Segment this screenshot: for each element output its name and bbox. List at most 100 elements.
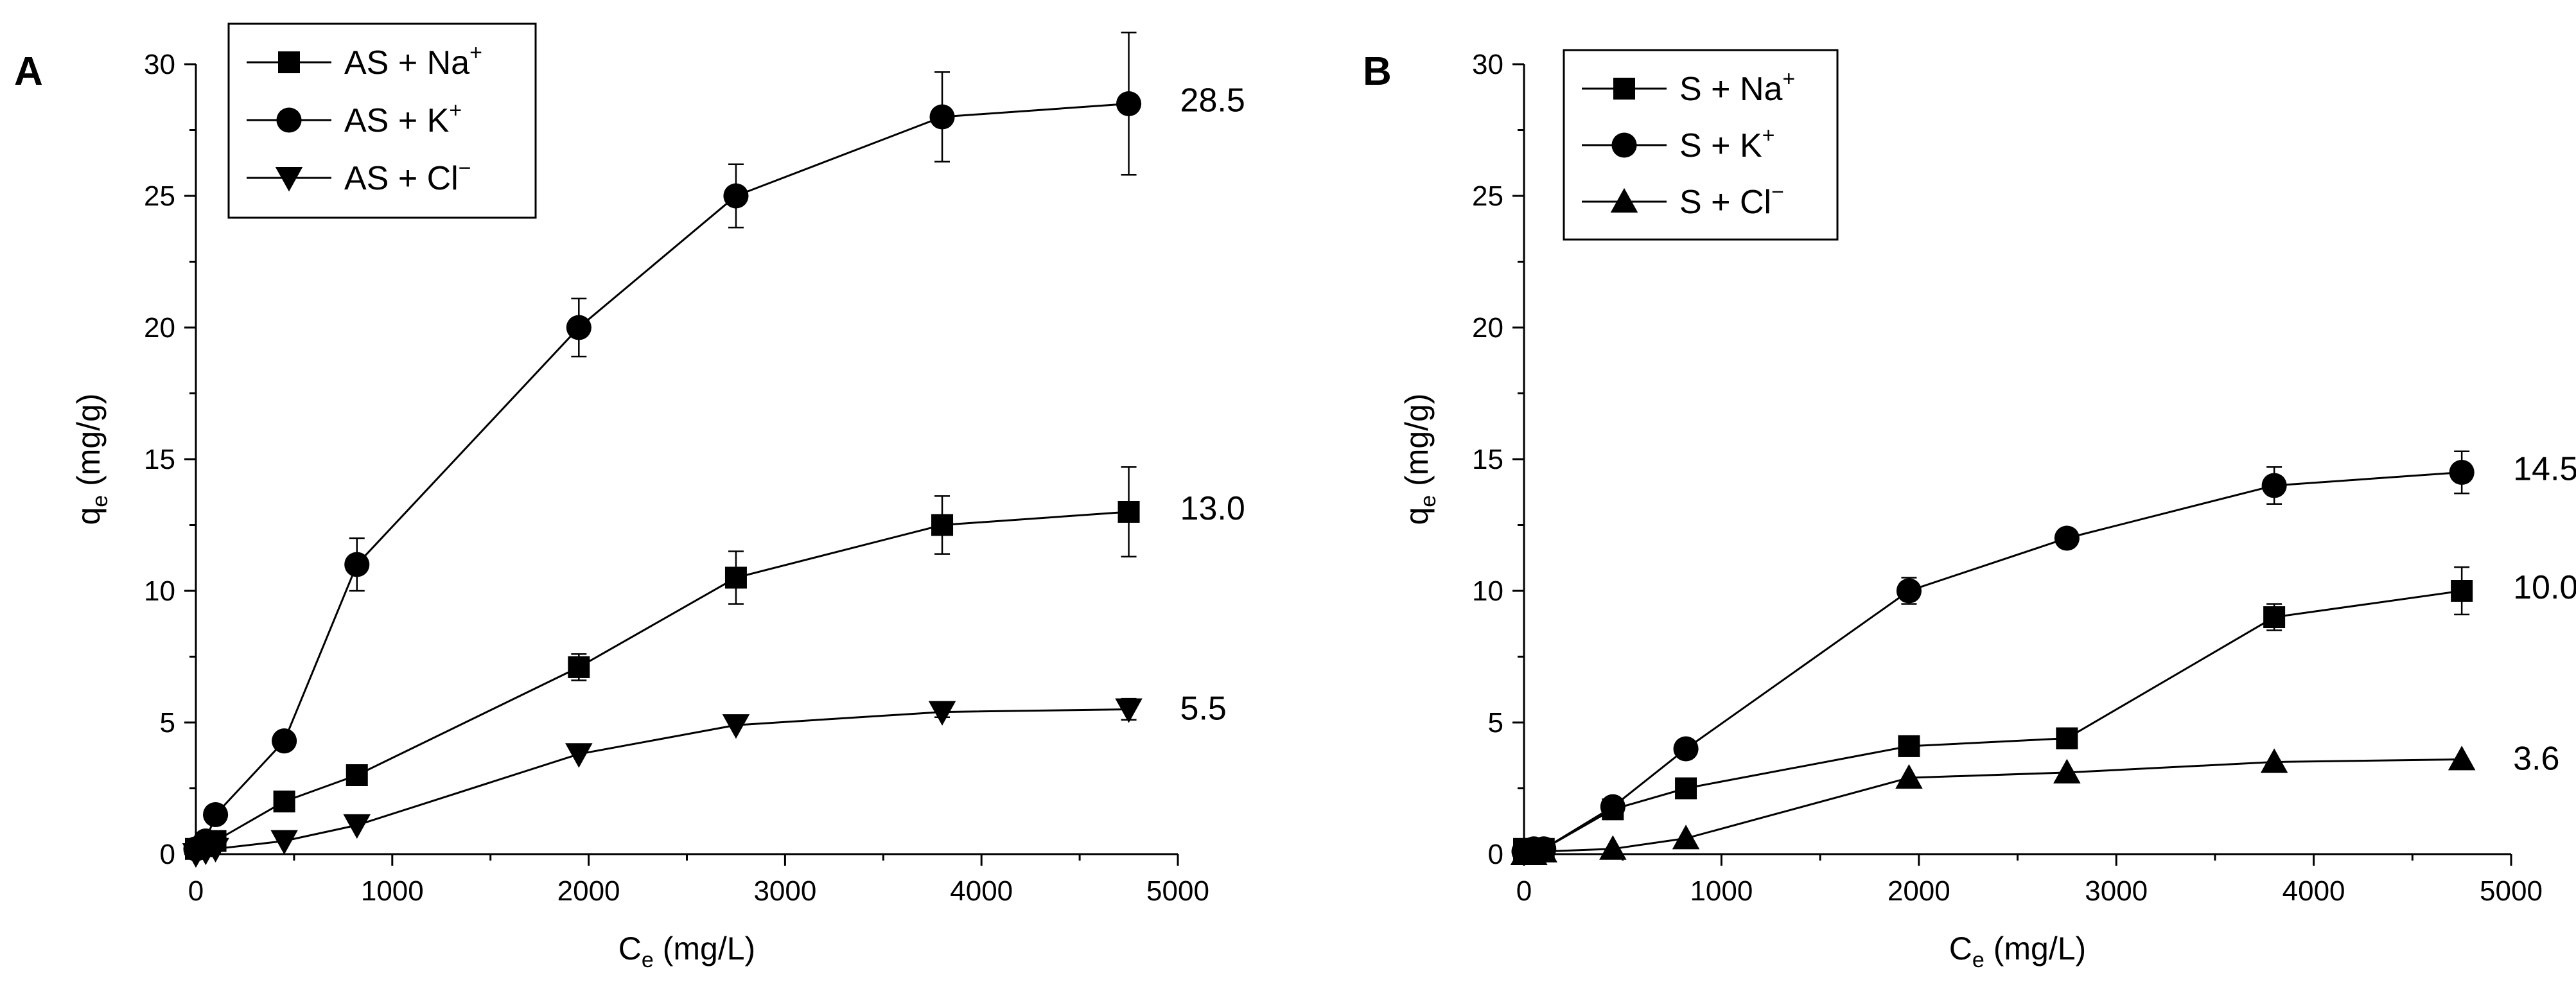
panel-label: B [1363, 49, 1392, 94]
series-circle: 14.5 [1511, 450, 2576, 864]
legend-label: AS + K+ [344, 98, 462, 139]
data-point [723, 183, 749, 209]
x-axis-title: Ce (mg/L) [618, 931, 755, 972]
y-tick-label: 10 [1472, 575, 1503, 607]
legend-marker [1611, 132, 1637, 158]
data-point [1898, 735, 1920, 757]
data-point [344, 552, 370, 577]
x-tick-label: 0 [188, 875, 204, 907]
x-tick-label: 3000 [753, 875, 816, 907]
data-point [1895, 764, 1923, 789]
data-point [1672, 825, 1700, 850]
data-label: 5.5 [1180, 690, 1227, 728]
x-tick-label: 3000 [2085, 875, 2148, 907]
data-point [202, 837, 229, 863]
x-tick-label: 0 [1516, 875, 1532, 907]
legend-marker [275, 167, 303, 192]
data-point [2263, 606, 2286, 628]
y-tick-label: 10 [144, 575, 175, 607]
legend-label: AS + Na+ [344, 40, 482, 82]
data-point [203, 801, 229, 828]
legend-label: S + Na+ [1679, 67, 1795, 108]
series-square: 13.0 [185, 466, 1245, 860]
y-tick-label: 0 [160, 839, 175, 870]
data-point [346, 764, 368, 786]
panel-b: B 0 1000 2000 3000 4000 5000 0 5 10 15 20 25 30 Ce (mg… [1363, 49, 2576, 972]
legend-marker [1613, 78, 1635, 100]
data-point [2448, 746, 2476, 771]
data-label: 10.0 [2513, 569, 2576, 606]
x-tick-label: 2000 [1888, 875, 1950, 907]
x-tick-label: 1000 [361, 875, 424, 907]
data-point [722, 714, 750, 739]
data-label: 14.5 [2513, 451, 2576, 488]
data-point [273, 791, 295, 812]
data-point [2260, 748, 2288, 773]
x-tick-label: 5000 [1146, 875, 1209, 907]
data-point [929, 104, 955, 130]
data-point [270, 830, 298, 855]
data-point [1116, 91, 1142, 117]
legend-label: S + K+ [1679, 123, 1775, 164]
y-tick-label: 20 [1472, 312, 1503, 344]
series-line [195, 511, 1129, 850]
series-line [195, 708, 1129, 855]
data-point [2261, 473, 2287, 498]
series-circle: 28.5 [183, 31, 1245, 862]
data-point [565, 743, 593, 768]
x-axis-title: Ce (mg/L) [1949, 931, 2086, 972]
data-point [1115, 698, 1143, 723]
legend: S + Na+ S + K+ S + Cl− [1563, 49, 1839, 241]
data-point [272, 728, 297, 754]
series-square: 10.0 [1513, 566, 2576, 860]
legend-marker [276, 107, 302, 133]
series-triangle-up: 3.6 [1510, 740, 2559, 865]
data-point [568, 656, 590, 678]
y-tick-label: 30 [1472, 49, 1503, 80]
data-point [724, 566, 747, 589]
data-point [931, 514, 954, 536]
series-triangle-down: 5.5 [182, 690, 1227, 868]
data-point [1896, 578, 1922, 604]
y-tick-label: 5 [1488, 707, 1503, 739]
y-tick-label: 15 [1472, 444, 1503, 475]
legend-marker [278, 51, 300, 73]
y-tick-label: 30 [144, 49, 175, 80]
legend: AS + Na+ AS + K+ AS + Cl− [227, 22, 537, 219]
panel-a: A 0 1000 2000 3000 4000 5000 0 5 10 15 20 25 30 Ce (mg… [14, 22, 1245, 972]
panel-label: A [14, 49, 43, 94]
data-point [1600, 794, 1625, 819]
data-point [1673, 736, 1699, 762]
series-line [1524, 758, 2462, 855]
y-tick-label: 20 [144, 312, 175, 344]
y-axis-title: qe (mg/g) [1399, 393, 1441, 525]
data-label: 13.0 [1180, 490, 1245, 527]
data-point [566, 315, 591, 340]
x-tick-label: 4000 [2282, 875, 2345, 907]
x-tick-label: 2000 [557, 875, 620, 907]
data-point [1117, 501, 1140, 523]
data-point [928, 701, 956, 726]
data-point [2053, 758, 2081, 784]
y-tick-label: 0 [1488, 839, 1503, 870]
x-tick-label: 4000 [950, 875, 1013, 907]
data-point [1599, 835, 1627, 860]
data-label: 3.6 [2513, 740, 2559, 777]
data-label: 28.5 [1180, 82, 1245, 119]
x-tick-label: 5000 [2480, 875, 2543, 907]
legend-label: AS + Cl− [344, 156, 471, 197]
y-tick-label: 15 [144, 444, 175, 475]
data-point [1675, 777, 1697, 800]
y-tick-label: 25 [144, 180, 175, 212]
x-tick-label: 1000 [1690, 875, 1753, 907]
series-line [1524, 590, 2462, 850]
data-point [2451, 580, 2473, 602]
legend-label: S + Cl− [1679, 180, 1784, 221]
y-tick-label: 5 [160, 707, 175, 739]
legend-marker [1610, 188, 1638, 213]
data-point [1530, 837, 1557, 862]
y-tick-label: 25 [1472, 180, 1503, 212]
data-point [2449, 459, 2475, 486]
data-point [343, 814, 371, 839]
